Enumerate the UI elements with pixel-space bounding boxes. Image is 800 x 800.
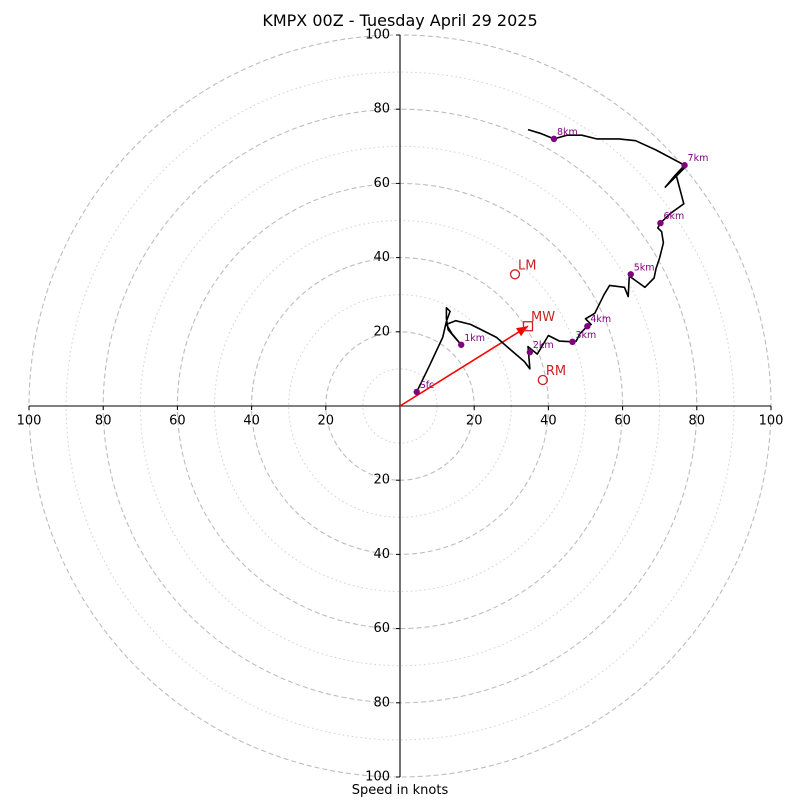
height-marker [681,162,688,169]
height-marker [569,338,576,346]
y-tick-label: 80 [373,102,390,117]
x-tick-label: 20 [318,414,335,429]
x-tick-label: 80 [689,414,706,429]
x-tick-label: 40 [243,414,260,429]
height-marker [657,219,664,227]
storm-motion-label: LM [518,258,536,273]
x-axis-label: Speed in knots [351,783,449,798]
height-marker-label: 7km [688,153,709,164]
y-tick-label: 20 [373,473,390,488]
x-tick-label: 80 [95,414,112,429]
height-marker-label: 2km [533,340,554,351]
height-marker [627,271,634,278]
x-tick-label: 60 [169,414,186,429]
chart-title: KMPX 00Z - Tuesday April 29 2025 [262,11,538,30]
y-tick-label: 40 [373,250,390,265]
x-tick-label: 60 [614,414,631,429]
y-tick-label: 60 [373,621,390,636]
y-tick-label: 100 [365,770,390,785]
hodograph-trace [415,128,687,393]
height-marker-label: 4km [590,314,611,325]
height-marker [526,349,534,356]
height-marker [413,388,420,396]
height-marker-label: 3km [576,330,597,341]
height-marker-label: 8km [557,127,578,138]
storm-motion-marker [522,321,534,332]
height-marker-label: 5km [634,262,655,273]
storm-motion-label: RM [546,364,566,379]
y-tick-label: 60 [373,176,390,191]
x-tick-label: 100 [17,414,42,429]
height-marker-label: 1km [464,333,485,344]
storm-motion-label: MW [531,310,555,325]
x-tick-label: 40 [540,414,557,429]
shear-vector-arrow [399,325,529,407]
height-marker [550,135,558,143]
height-marker [584,323,591,330]
height-marker [458,341,465,348]
storm-motion-marker [509,269,521,280]
y-tick-label: 100 [365,28,390,43]
y-tick-label: 80 [373,695,390,710]
height-marker-label: 6km [663,211,684,222]
y-tick-label: 20 [373,324,390,339]
y-tick-label: 40 [373,547,390,562]
height-marker-label: Sfc [420,380,435,391]
storm-motion-marker [537,374,548,386]
x-tick-label: 20 [466,414,483,429]
x-tick-label: 100 [759,414,784,429]
